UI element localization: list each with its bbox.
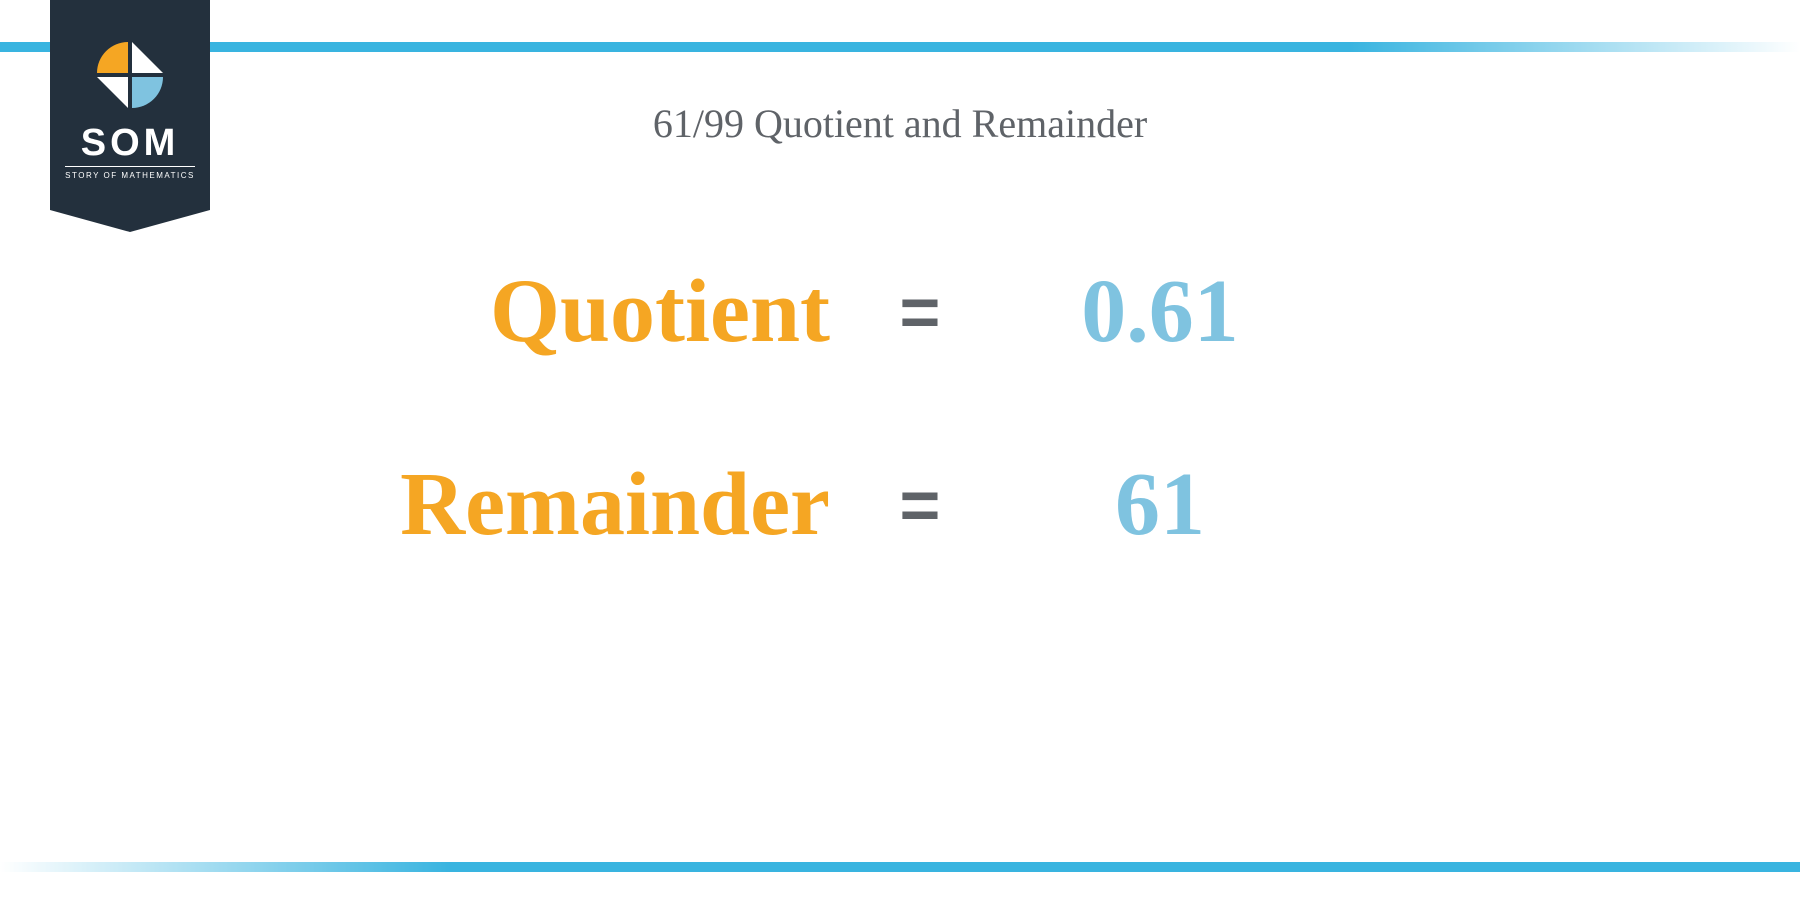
bottom-accent-bar bbox=[0, 862, 1800, 872]
quotient-value: 0.61 bbox=[970, 260, 1290, 363]
remainder-value: 61 bbox=[970, 453, 1290, 556]
page-title: 61/99 Quotient and Remainder bbox=[0, 100, 1800, 147]
logo-subtext: STORY OF MATHEMATICS bbox=[65, 166, 195, 180]
quotient-row: Quotient = 0.61 bbox=[350, 260, 1450, 363]
main-content: Quotient = 0.61 Remainder = 61 bbox=[350, 260, 1450, 646]
top-accent-bar bbox=[0, 42, 1800, 52]
equals-sign: = bbox=[870, 465, 970, 545]
quotient-label: Quotient bbox=[350, 260, 870, 363]
remainder-row: Remainder = 61 bbox=[350, 453, 1450, 556]
equals-sign: = bbox=[870, 272, 970, 352]
remainder-label: Remainder bbox=[350, 453, 870, 556]
